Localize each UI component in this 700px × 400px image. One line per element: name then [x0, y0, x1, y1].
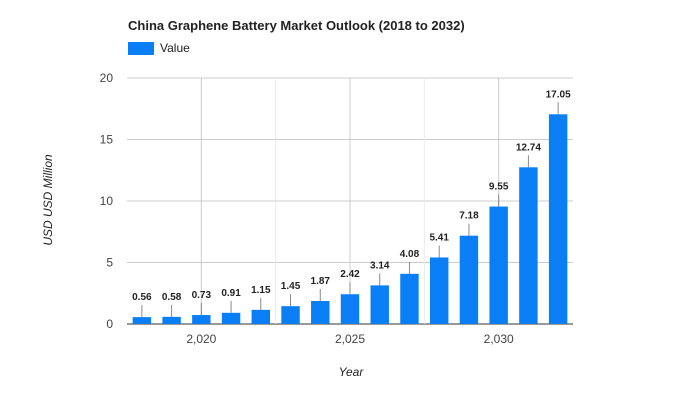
data-labels: 0.56 0.58 0.73 0.91 1.15 1.45 1.87 2.42 3.14 4.08… [132, 89, 571, 318]
y-tick-label: 15 [100, 133, 114, 147]
legend-swatch [128, 41, 154, 55]
bar [311, 300, 330, 324]
x-axis-title: Year [339, 365, 365, 379]
data-label: 5.41 [429, 232, 449, 243]
data-label: 0.73 [192, 290, 212, 301]
y-tick-label: 5 [106, 256, 113, 270]
data-label: 12.74 [516, 142, 541, 153]
data-label: 2.42 [340, 269, 360, 280]
data-label: 0.91 [221, 288, 241, 299]
data-label: 7.18 [459, 211, 479, 222]
bar [162, 316, 181, 324]
y-axis-title: USD USD Million [41, 154, 55, 246]
y-tick-label: 10 [100, 194, 114, 208]
data-label: 9.55 [489, 182, 509, 193]
bar [281, 306, 300, 324]
bar [340, 294, 360, 324]
bar [459, 235, 479, 324]
bar [489, 206, 508, 324]
x-tick-label: 2,020 [186, 332, 216, 346]
legend-label-value: Value [160, 41, 190, 55]
bar [548, 114, 568, 324]
y-tick-label: 20 [100, 71, 114, 85]
bar [400, 273, 419, 324]
y-axis-ticks: 0 5 10 15 20 [100, 71, 114, 331]
data-label: 0.56 [132, 292, 152, 303]
bar [221, 312, 241, 324]
data-label: 17.05 [546, 89, 571, 100]
bar [192, 315, 211, 324]
data-label: 0.58 [162, 292, 182, 303]
bar [132, 317, 152, 324]
bar [519, 167, 538, 324]
data-label: 4.08 [400, 249, 420, 260]
data-label: 1.45 [281, 281, 301, 292]
y-tick-label: 0 [106, 317, 113, 331]
data-label: 3.14 [370, 260, 390, 271]
bar [370, 285, 389, 324]
x-tick-label: 2,025 [335, 332, 365, 346]
data-label: 1.87 [311, 276, 331, 287]
chart-legend: Value [128, 41, 190, 55]
bars [132, 114, 568, 324]
bar [429, 257, 449, 324]
x-tick-label: 2,030 [484, 332, 514, 346]
data-label: 1.15 [251, 285, 271, 296]
x-axis-ticks: 2,020 2,025 2,030 [186, 332, 514, 346]
bar [251, 309, 271, 324]
chart-title: China Graphene Battery Market Outlook (2… [128, 18, 465, 33]
